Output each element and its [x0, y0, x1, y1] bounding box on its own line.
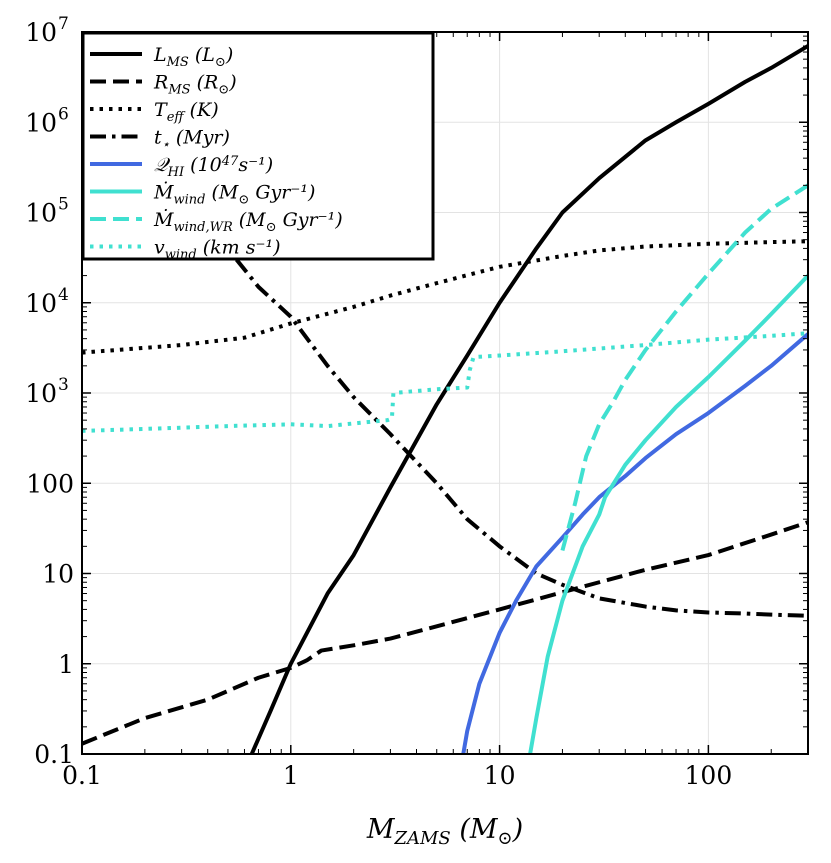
y-tick-label: 10 — [25, 289, 57, 318]
legend-label-part: s⁻¹) — [238, 154, 273, 176]
x-axis-title-part: (M — [451, 814, 499, 845]
y-tick-exponent: 7 — [58, 14, 69, 34]
y-tick-exponent: 5 — [58, 195, 69, 215]
x-axis-title-part: ⊙ — [498, 828, 513, 849]
legend-label-part: ⊙ — [215, 55, 226, 70]
x-tick-label: 0.1 — [62, 761, 102, 790]
legend-label-part: ) — [225, 44, 233, 66]
legend-label: vwind (km s⁻¹) — [154, 237, 281, 263]
x-tick-label: 10 — [484, 761, 516, 790]
legend-label-part: wind — [173, 193, 205, 208]
legend: LMS (L⊙)RMS (R⊙)Teff (K)t⋆ (Myr)𝒬HI (104… — [81, 31, 435, 263]
y-tick-label: 1 — [58, 650, 74, 679]
legend-label-part: ⊙ — [266, 220, 277, 235]
y-tick-label: 10 — [42, 560, 74, 589]
legend-label-part: HI — [167, 165, 185, 180]
legend-label-part: t — [154, 127, 162, 149]
legend-label-part: ⊙ — [218, 83, 229, 98]
x-tick-label: 1 — [283, 761, 299, 790]
series-line-t-myr — [235, 258, 808, 618]
legend-label-part: eff — [167, 110, 187, 125]
legend-label-part: (10 — [184, 154, 222, 176]
y-tick-label: 10 — [25, 199, 57, 228]
legend-label-part: Gyr⁻¹) — [249, 182, 315, 204]
legend-label-part: (M — [205, 182, 238, 204]
y-tick-exponent: 3 — [58, 375, 69, 395]
legend-label-part: T — [154, 99, 168, 121]
legend-label-part: (Myr) — [170, 127, 230, 149]
series-line-t-eff-k — [82, 239, 808, 355]
legend-label-part: R — [153, 72, 168, 94]
legend-label-part: (K) — [184, 99, 219, 121]
y-tick-label: 0.1 — [34, 740, 74, 769]
legend-label-part: wind,WR — [173, 220, 232, 235]
legend-label-part: (km s⁻¹) — [197, 237, 281, 259]
legend-label-part: Gyr⁻¹) — [277, 209, 343, 231]
series-line-wind-m-gyr-1 — [528, 274, 808, 754]
legend-label: Teff (K) — [154, 99, 219, 125]
legend-label: RMS (R⊙) — [153, 72, 237, 98]
legend-label-part: MS — [166, 55, 189, 70]
y-tick-label: 10 — [25, 108, 57, 137]
series-line-r-ms-r — [82, 520, 808, 746]
x-axis-title-part: ZAMS — [393, 828, 450, 849]
legend-label: Ṁwind,WR (M⊙ Gyr⁻¹) — [153, 208, 343, 235]
x-axis-title-part: ) — [512, 814, 524, 845]
legend-label-part: ) — [228, 72, 236, 94]
legend-label-part: 47 — [221, 154, 239, 169]
y-tick-exponent: 6 — [58, 104, 69, 124]
legend-label-part: MS — [167, 83, 190, 98]
legend-label-part: L — [153, 44, 167, 66]
x-axis-title: MZAMS (M⊙) — [366, 814, 523, 849]
series-line-q-hi-10-47-s-1 — [461, 332, 808, 754]
y-tick-label: 100 — [26, 469, 74, 498]
legend-label-part: Ṁ — [153, 181, 174, 204]
legend-label-part: 𝒬 — [154, 154, 171, 176]
legend-label: LMS (L⊙) — [153, 44, 233, 70]
legend-label: 𝒬HI (1047s⁻¹) — [154, 154, 273, 180]
legend-label-part: (L — [189, 44, 215, 66]
legend-label-part: wind — [165, 248, 197, 263]
legend-label-part: Ṁ — [153, 208, 174, 231]
x-tick-label: 100 — [685, 761, 733, 790]
legend-label-part: (R — [191, 72, 219, 94]
series-layer — [82, 44, 808, 754]
legend-box — [81, 31, 435, 261]
legend-label: Ṁwind (M⊙ Gyr⁻¹) — [153, 181, 315, 208]
x-axis-title-part: M — [366, 814, 396, 845]
legend-label-part: v — [154, 237, 165, 259]
series-line-l-ms-l — [249, 44, 808, 754]
y-tick-exponent: 4 — [58, 285, 69, 305]
y-tick-label: 10 — [25, 379, 57, 408]
series-line-v-wind-km-s-1 — [82, 331, 808, 433]
legend-label: t⋆ (Myr) — [154, 127, 230, 153]
legend-label-part: ⊙ — [238, 193, 249, 208]
legend-label-part: (M — [233, 209, 266, 231]
legend-label-part: ⋆ — [162, 138, 170, 153]
series-line-wind-wr-m-gyr-1 — [560, 183, 808, 551]
y-tick-label: 10 — [25, 18, 57, 47]
